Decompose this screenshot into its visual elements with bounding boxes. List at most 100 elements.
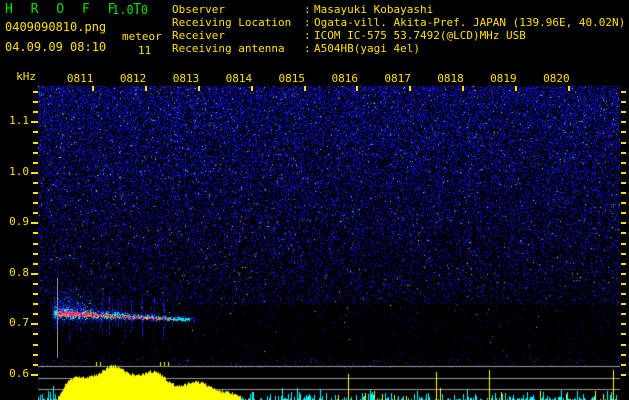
meteor-count: 11 [138, 44, 152, 57]
right-axis-tick [621, 151, 626, 154]
x-axis-tick [197, 86, 200, 91]
right-axis-tick [621, 111, 626, 114]
right-axis-tick [621, 313, 626, 316]
y-axis-minor-tick [33, 343, 38, 346]
y-axis-minor-tick [33, 333, 38, 336]
app-title: H R O F F T [5, 2, 147, 17]
file-datetime: 04.09.09 08:10 [5, 40, 107, 54]
y-axis-minor-tick [33, 363, 38, 366]
metadata-value: Masayuki Kobayashi [314, 3, 434, 16]
x-axis-label: 0813 [172, 72, 200, 85]
metadata-row: Receiving Location: Ogata-vill. Akita-Pre… [172, 16, 625, 29]
right-axis-tick [621, 121, 626, 124]
right-axis-tick [621, 171, 626, 174]
metadata-row: Receiving antenna: A504HB(yagi 4el) [172, 42, 625, 55]
right-tick-axis [620, 70, 629, 400]
x-axis-label: 0814 [225, 72, 253, 85]
y-axis-minor-tick [33, 161, 38, 164]
x-axis-label: 0816 [331, 72, 358, 85]
metadata-block: Observer: Masayuki Kobayashi Receiving Loc… [172, 3, 625, 55]
y-axis-minor-tick [33, 151, 38, 154]
y-axis-label: 1.0 [9, 164, 29, 178]
metadata-key: Receiving Location [172, 16, 292, 29]
metadata-row: Observer: Masayuki Kobayashi [172, 3, 625, 16]
right-axis-tick [621, 141, 626, 144]
y-axis-minor-tick [33, 141, 38, 144]
y-axis-minor-tick [33, 282, 38, 285]
y-axis-minor-tick [33, 353, 38, 356]
y-axis-minor-tick [33, 192, 38, 195]
x-axis-tick [462, 86, 465, 91]
file-name: 0409090810.png [5, 20, 107, 34]
right-axis-tick [621, 192, 626, 195]
x-axis-label: 0820 [543, 72, 570, 85]
spectrogram-plot [38, 86, 620, 358]
right-axis-tick [621, 343, 626, 346]
y-axis-minor-tick [33, 303, 38, 306]
y-axis-minor-tick [33, 91, 38, 94]
right-axis-tick [621, 262, 626, 265]
x-axis-label: 0817 [384, 72, 411, 85]
metadata-separator: : [304, 3, 311, 16]
x-axis-label: 0812 [119, 72, 147, 85]
y-axis-minor-tick [33, 252, 38, 255]
y-axis-major-tick [31, 323, 38, 326]
spectrogram-left-rule [57, 278, 58, 358]
right-axis-tick [621, 161, 626, 164]
y-axis-label: 0.8 [9, 265, 29, 279]
right-axis-tick [621, 333, 626, 336]
metadata-row: Receiver: ICOM IC-575 53.7492(@LCD)MHz US… [172, 29, 625, 42]
y-axis-minor-tick [33, 313, 38, 316]
y-axis-major-tick [31, 222, 38, 225]
metadata-key: Receiving antenna [172, 42, 285, 55]
y-axis-major-tick [31, 373, 38, 376]
right-axis-tick [621, 181, 626, 184]
spectrogram-canvas [38, 86, 620, 358]
metadata-separator: : [304, 29, 311, 42]
y-axis-minor-tick [33, 262, 38, 265]
right-axis-tick [621, 373, 626, 376]
metadata-value: ICOM IC-575 53.7492(@LCD)MHz USB [314, 29, 526, 42]
right-axis-tick [621, 303, 626, 306]
y-axis-minor-tick [33, 181, 38, 184]
metadata-separator: : [304, 16, 311, 29]
x-axis-tick [250, 86, 253, 91]
y-axis-minor-tick [33, 101, 38, 104]
y-axis-minor-tick [33, 232, 38, 235]
right-axis-tick [621, 232, 626, 235]
meteor-label: meteor [122, 30, 162, 43]
metadata-separator: : [304, 42, 311, 55]
y-axis-minor-tick [33, 293, 38, 296]
x-axis-tick [91, 86, 94, 91]
x-axis: 0811 0812 0813 0814 0815 0816 0817 0818 0819 0820 [38, 72, 620, 91]
x-axis-tick [515, 86, 518, 91]
x-axis-tick [356, 86, 359, 91]
right-axis-tick [621, 293, 626, 296]
x-axis-label: 0819 [490, 72, 517, 85]
y-axis-minor-tick [33, 111, 38, 114]
right-axis-tick [621, 323, 626, 326]
right-axis-tick [621, 282, 626, 285]
right-axis-tick [621, 202, 626, 205]
metadata-key: Receiver [172, 29, 225, 42]
header-panel: H R O F F T 1.0.0 0409090810.png 04.09.0… [0, 0, 629, 70]
right-axis-tick [621, 353, 626, 356]
metadata-key: Observer [172, 3, 225, 16]
right-axis-tick [621, 101, 626, 104]
y-axis-label: 0.6 [9, 366, 29, 380]
right-axis-tick [621, 272, 626, 275]
right-axis-tick [621, 131, 626, 134]
x-axis-tick [303, 86, 306, 91]
metadata-value: A504HB(yagi 4el) [314, 42, 420, 55]
amplitude-canvas [38, 358, 620, 400]
y-axis-minor-tick [33, 202, 38, 205]
y-axis-minor-tick [33, 242, 38, 245]
y-axis-unit: kHz [16, 70, 36, 83]
right-axis-tick [621, 222, 626, 225]
metadata-value: Ogata-vill. Akita-Pref. JAPAN (139.96E, … [314, 16, 626, 29]
x-axis-label: 0815 [278, 72, 306, 85]
right-axis-tick [621, 252, 626, 255]
right-axis-tick [621, 91, 626, 94]
amplitude-panel [38, 358, 620, 400]
